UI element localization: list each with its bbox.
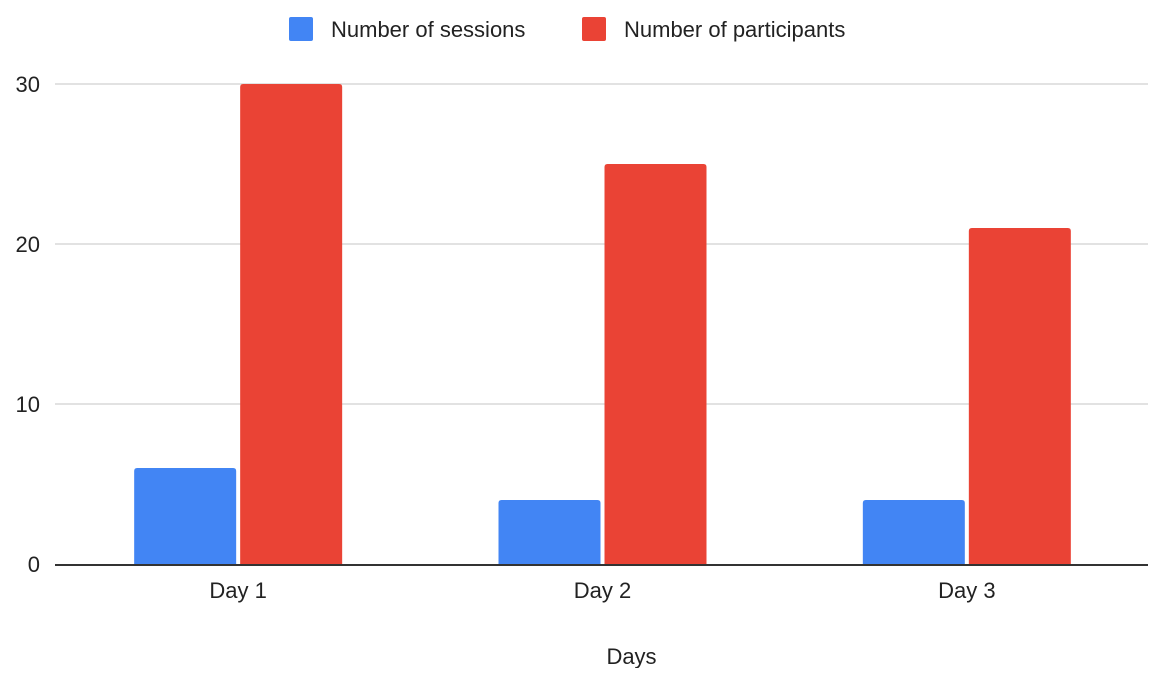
y-tick-label: 0 xyxy=(28,552,40,577)
y-tick-label: 30 xyxy=(16,72,40,97)
gridlines xyxy=(55,83,1148,405)
legend: Number of sessions Number of participants xyxy=(289,17,845,42)
y-tick-label: 20 xyxy=(16,232,40,257)
x-tick-label: Day 2 xyxy=(574,578,631,603)
legend-swatch-participants xyxy=(582,17,606,41)
bar-participants-2 xyxy=(604,164,707,564)
bar-sessions-1 xyxy=(134,468,237,564)
bar-sessions-3 xyxy=(862,500,965,564)
legend-label-sessions: Number of sessions xyxy=(331,17,525,42)
legend-swatch-sessions xyxy=(289,17,313,41)
y-axis-ticks: 0 10 20 30 xyxy=(16,72,40,577)
bar-sessions-2 xyxy=(498,500,601,564)
y-tick-label: 10 xyxy=(16,392,40,417)
bars xyxy=(134,84,1071,564)
x-axis-ticks: Day 1 Day 2 Day 3 xyxy=(209,578,995,603)
x-axis-title: Days xyxy=(606,644,656,668)
bar-participants-3 xyxy=(968,228,1071,564)
legend-label-participants: Number of participants xyxy=(624,17,845,42)
x-tick-label: Day 1 xyxy=(209,578,266,603)
bar-participants-1 xyxy=(240,84,343,564)
x-tick-label: Day 3 xyxy=(938,578,995,603)
